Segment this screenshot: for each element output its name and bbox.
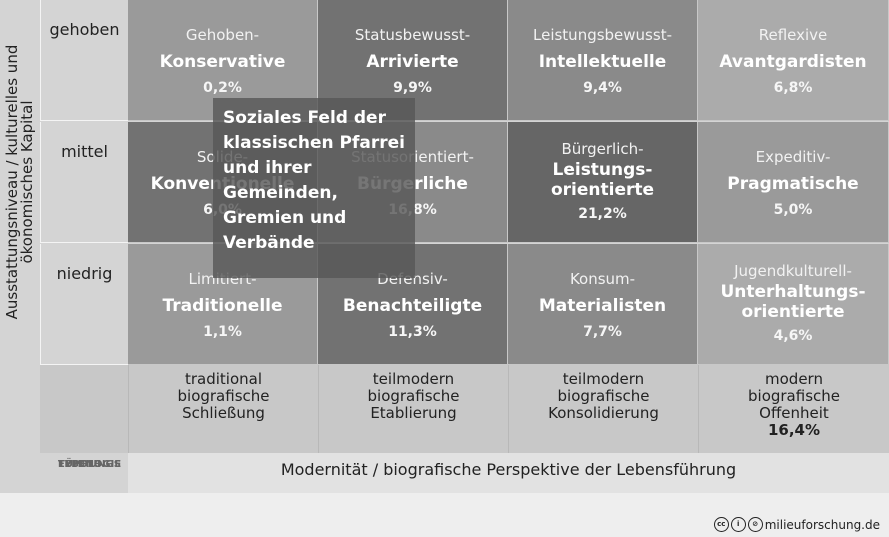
milieu-name: Konservative — [159, 52, 286, 72]
milieu-cell: Reflexive Avantgardisten 6,8% — [698, 0, 889, 121]
milieu-cell: Konsum- Materialisten 7,7% — [508, 244, 698, 365]
milieu-cell: Statusbewusst- Arrivierte 9,9% — [318, 0, 508, 121]
milieu-percentage: 1,1% — [203, 324, 242, 340]
milieu-prefix: Statusbewusst- — [354, 26, 471, 44]
milieu-percentage: 4,6% — [773, 328, 813, 344]
milieu-percentage: 9,4% — [583, 80, 622, 96]
milieu-diagram: Ausstattungsniveau / kulturelles und öko… — [0, 0, 889, 493]
milieu-prefix: Bürgerlich- — [561, 140, 644, 158]
milieu-prefix: Reflexive — [758, 26, 828, 44]
milieu-percentage: 6,8% — [773, 80, 813, 96]
milieu-percentage: 9,9% — [393, 80, 432, 96]
bottom-line3: Schließung — [182, 404, 265, 422]
bottom-line2: biografische — [177, 387, 270, 405]
overlay-line: und ihrer — [223, 158, 312, 178]
milieu-cell: Leistungsbewusst- Intellektuelle 9,4% — [508, 0, 698, 121]
typology-label-line2: FÜHRUNGS — [58, 459, 121, 470]
bottom-line1: traditional — [184, 370, 263, 388]
bottom-percentage: 16,4% — [767, 421, 821, 439]
by-icon: i — [730, 517, 746, 532]
milieu-name: Materialisten — [538, 296, 667, 316]
lifestyle-typology-label: LEBENS FÜHRUNGS TYPOLOGIE — [40, 365, 128, 470]
milieu-name: Leistungs- orientierte — [550, 160, 655, 200]
overlay-line: Verbände — [223, 233, 315, 253]
milieu-percentage: 5,0% — [773, 202, 813, 218]
milieu-prefix: Expeditiv- — [755, 148, 831, 166]
milieu-prefix: Konsum- — [569, 270, 636, 288]
bottom-cell-teilmodern-etablierung: teilmodern biografische Etablierung — [318, 365, 508, 453]
bottom-line2: biografische — [367, 387, 460, 405]
overlay-line: Gremien und — [223, 208, 347, 228]
bottom-line3: Etablierung — [370, 404, 457, 422]
milieu-name: Avantgardisten — [719, 52, 867, 72]
row-label-mittel: mittel — [40, 122, 128, 243]
overlay-line: Gemeinden, — [223, 183, 338, 203]
nc-icon: ⊘ — [747, 517, 763, 532]
credit-text: milieuforschung.de — [764, 517, 880, 532]
bottom-cell-traditional: traditional biografische Schließung — [128, 365, 318, 453]
license-credit: cc i ⊘ milieuforschung.de — [713, 517, 880, 532]
milieu-percentage: 0,2% — [203, 80, 242, 96]
cc-icon: cc — [713, 517, 729, 532]
overlay-line: klassischen Pfarrei — [223, 133, 405, 153]
milieu-prefix: Gehoben- — [185, 26, 260, 44]
milieu-cell: Bürgerlich- Leistungs- orientierte 21,2% — [508, 122, 698, 243]
milieu-cell: Expeditiv- Pragmatische 5,0% — [698, 122, 889, 243]
bottom-line1: teilmodern — [372, 370, 455, 388]
bottom-line2: biografische — [557, 387, 650, 405]
parish-field-overlay: Soziales Feld der klassischen Pfarrei un… — [213, 98, 415, 278]
y-axis-label: Ausstattungsniveau / kulturelles und öko… — [3, 12, 36, 352]
milieu-name: Pragmatische — [727, 174, 859, 194]
x-axis-label: Modernität / biografische Perspektive de… — [128, 453, 889, 493]
bottom-line1: teilmodern — [562, 370, 645, 388]
milieu-name: Traditionelle — [162, 296, 283, 316]
typology-label-line3: TYPOLOGIE — [58, 459, 122, 470]
y-axis-label-line2: ökonomisches Kapital — [18, 100, 36, 264]
milieu-percentage: 11,3% — [388, 324, 437, 340]
y-axis-label-area: Ausstattungsniveau / kulturelles und öko… — [0, 0, 40, 365]
row-label-niedrig: niedrig — [40, 244, 128, 365]
milieu-percentage: 7,7% — [583, 324, 622, 340]
milieu-name: Intellektuelle — [538, 52, 667, 72]
milieu-prefix: Jugendkulturell- — [734, 262, 852, 280]
bottom-line1: modern — [765, 370, 823, 388]
row-label-gehoben: gehoben — [40, 0, 128, 121]
overlay-line: Soziales Feld der — [223, 108, 386, 128]
bottom-line2: biografische — [748, 387, 840, 405]
bottom-cell-modern: modern biografische Offenheit 16,4% — [698, 365, 889, 453]
milieu-cell: Jugendkulturell- Unterhaltungs- orientier… — [698, 244, 889, 365]
bottom-line3: Offenheit — [759, 404, 829, 422]
milieu-name: Arrivierte — [366, 52, 459, 72]
milieu-percentage: 21,2% — [578, 206, 627, 222]
milieu-name: Unterhaltungs- orientierte — [720, 282, 866, 322]
bottom-cell-teilmodern-konsolidierung: teilmodern biografische Konsolidierung — [508, 365, 698, 453]
milieu-name: Benachteiligte — [342, 296, 483, 316]
milieu-prefix: Leistungsbewusst- — [533, 26, 672, 44]
bottom-line3: Konsolidierung — [548, 404, 659, 422]
typology-label-line1: LEBENS — [58, 459, 102, 470]
